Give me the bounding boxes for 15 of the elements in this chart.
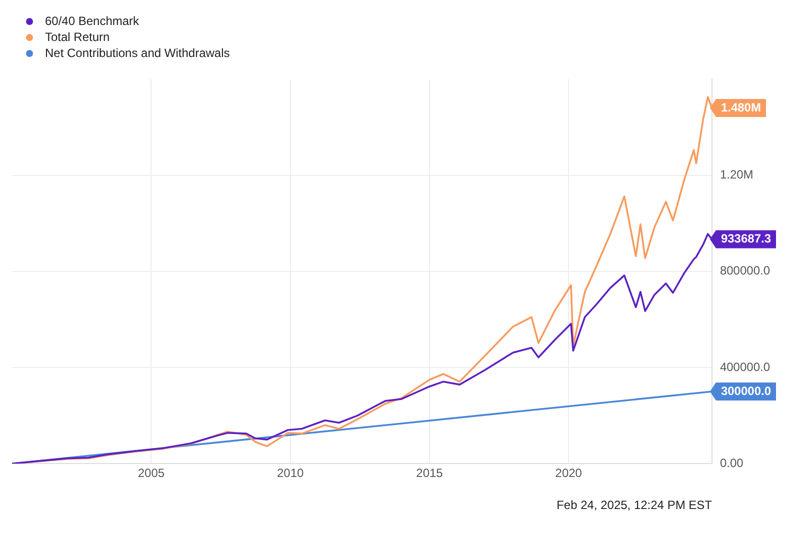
y-tick-label: 0.00 (720, 456, 744, 470)
legend-label: 60/40 Benchmark (45, 14, 140, 28)
text: Feb 24, 2025, 12:24 PM EST (556, 498, 712, 512)
x-tick-label: 2015 (416, 466, 444, 480)
x-tick-label: 2020 (555, 466, 582, 480)
legend-label: Total Return (45, 30, 110, 44)
data-label: 300000.0 (720, 384, 772, 398)
y-tick-label: 800000.0 (720, 264, 770, 278)
legend-label: Net Contributions and Withdrawals (45, 46, 230, 60)
data-label: 933687.3 (720, 232, 772, 246)
x-tick-label: 2010 (276, 466, 304, 480)
x-tick-label: 2005 (138, 466, 165, 480)
y-tick-label: 1.20M (720, 168, 754, 182)
y-tick-label: 400000.0 (720, 360, 770, 374)
data-label: 1.480M (720, 100, 761, 114)
